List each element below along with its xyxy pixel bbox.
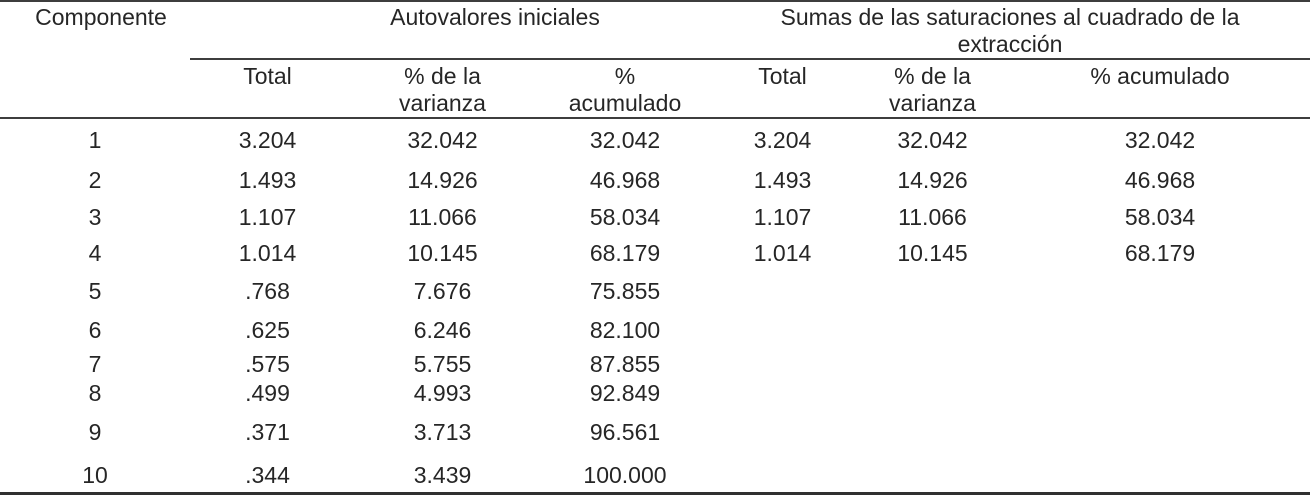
table-row: 2 1.493 14.926 46.968 1.493 14.926 46.96… [0, 162, 1310, 199]
component-cell: 5 [88, 278, 102, 304]
initial-pct-cumulative-cell: 87.855 [589, 350, 661, 377]
extraction-pct-variance-cell: 32.042 [897, 127, 968, 153]
extraction-pct-cumulative-cell [1010, 348, 1310, 380]
component-cell: 7 [88, 350, 102, 377]
subheader-total-initial: Total [190, 59, 345, 119]
initial-total-cell: .768 [245, 278, 290, 304]
extraction-total-cell: 1.014 [753, 239, 812, 266]
table-row: 3 1.107 11.066 58.034 1.107 11.066 58.03… [0, 199, 1310, 236]
initial-pct-variance-cell: 10.145 [407, 239, 478, 266]
subheader-pct-variance-initial: % de la varianza [345, 59, 540, 119]
initial-pct-variance-cell: 5.755 [413, 350, 472, 377]
initial-pct-cumulative-cell: 92.849 [589, 380, 661, 406]
initial-total-cell: 3.204 [238, 127, 297, 153]
subheader-row: Total % de la varianza % acumulado Total… [0, 59, 1310, 119]
extraction-pct-cumulative-cell: 58.034 [1124, 204, 1196, 230]
extraction-total-cell [710, 348, 855, 380]
extraction-total-cell [710, 407, 855, 458]
table-header: Componente Autovalores iniciales Sumas d… [0, 1, 1310, 119]
table-row: 6 .625 6.246 82.100 [0, 313, 1310, 348]
extraction-pct-variance-cell: 11.066 [898, 204, 967, 230]
extraction-pct-variance-cell [855, 458, 1010, 495]
table-row: 7 .575 5.755 87.855 [0, 348, 1310, 380]
initial-total-cell: .499 [245, 380, 290, 406]
extraction-pct-variance-cell: 10.145 [897, 239, 968, 266]
initial-pct-variance-cell: 32.042 [407, 127, 478, 153]
initial-total-cell: .371 [245, 419, 290, 445]
extraction-total-cell [710, 380, 855, 407]
initial-total-cell: .625 [245, 317, 290, 343]
extraction-pct-variance-cell [855, 380, 1010, 407]
extraction-pct-cumulative-cell: 46.968 [1124, 167, 1196, 193]
initial-pct-variance-cell: 7.676 [413, 278, 472, 304]
initial-pct-variance-cell: 4.993 [413, 380, 472, 406]
extraction-pct-cumulative-cell: 32.042 [1124, 127, 1196, 153]
initial-pct-cumulative-cell: 82.100 [589, 317, 661, 343]
initial-total-cell: .575 [245, 350, 290, 377]
extraction-sums-group-header: Sumas de las saturaciones al cuadrado de… [710, 1, 1310, 60]
table-row: 10 .344 3.439 100.000 [0, 458, 1310, 495]
subheader-total-extraction: Total [710, 59, 855, 119]
initial-pct-cumulative-cell: 58.034 [589, 204, 661, 230]
extraction-pct-variance-cell: 14.926 [897, 167, 968, 193]
extraction-total-cell [710, 458, 855, 495]
component-cell: 2 [88, 167, 102, 193]
extraction-pct-variance-cell [855, 313, 1010, 348]
extraction-pct-cumulative-cell: 68.179 [1124, 239, 1196, 266]
extraction-pct-cumulative-cell [1010, 380, 1310, 407]
extraction-pct-cumulative-cell [1010, 270, 1310, 313]
extraction-pct-variance-cell [855, 348, 1010, 380]
component-cell: 1 [88, 127, 102, 153]
extraction-total-cell: 3.204 [753, 127, 812, 153]
initial-pct-cumulative-cell: 46.968 [589, 167, 661, 193]
initial-total-cell: 1.014 [238, 239, 297, 266]
extraction-total-cell [710, 270, 855, 313]
group-header-row: Componente Autovalores iniciales Sumas d… [0, 1, 1310, 119]
component-cell: 4 [88, 239, 102, 266]
subheader-pct-cumulative-initial: % acumulado [540, 59, 710, 119]
component-cell: 9 [88, 419, 102, 445]
subheader-pct-variance-extraction: % de la varianza [855, 59, 1010, 119]
table-body: 1 3.204 32.042 32.042 3.204 32.042 32.04… [0, 118, 1310, 495]
subheader-pct-cumulative-extraction: % acumulado [1010, 59, 1310, 119]
extraction-total-cell: 1.493 [753, 167, 812, 193]
table-row: 8 .499 4.993 92.849 [0, 380, 1310, 407]
component-cell: 6 [88, 317, 102, 343]
extraction-pct-variance-cell [855, 270, 1010, 313]
table-row: 1 3.204 32.042 32.042 3.204 32.042 32.04… [0, 118, 1310, 162]
initial-pct-cumulative-cell: 75.855 [589, 278, 661, 304]
table-row: 4 1.014 10.145 68.179 1.014 10.145 68.17… [0, 236, 1310, 270]
component-cell: 3 [88, 204, 102, 230]
initial-pct-variance-cell: 3.439 [345, 458, 540, 495]
component-cell: 8 [88, 380, 102, 406]
initial-pct-variance-cell: 11.066 [408, 204, 477, 230]
initial-pct-variance-cell: 14.926 [407, 167, 478, 193]
component-cell: 10 [0, 458, 190, 495]
table-row: 5 .768 7.676 75.855 [0, 270, 1310, 313]
extraction-total-cell [710, 313, 855, 348]
initial-eigenvalues-group-header: Autovalores iniciales [190, 1, 710, 60]
initial-pct-variance-cell: 6.246 [413, 317, 472, 343]
extraction-pct-cumulative-cell [1010, 458, 1310, 495]
extraction-pct-cumulative-cell [1010, 313, 1310, 348]
initial-pct-cumulative-cell: 96.561 [589, 419, 661, 445]
initial-pct-variance-cell: 3.713 [413, 419, 472, 445]
initial-pct-cumulative-cell: 100.000 [540, 458, 710, 495]
initial-total-cell: 1.493 [238, 167, 297, 193]
initial-total-cell: 1.107 [238, 204, 297, 230]
component-column-header: Componente [0, 1, 190, 119]
extraction-pct-variance-cell [855, 407, 1010, 458]
initial-pct-cumulative-cell: 32.042 [589, 127, 661, 153]
initial-total-cell: .344 [190, 458, 345, 495]
extraction-total-cell: 1.107 [753, 204, 812, 230]
table-row: 9 .371 3.713 96.561 [0, 407, 1310, 458]
extraction-pct-cumulative-cell [1010, 407, 1310, 458]
initial-pct-cumulative-cell: 68.179 [589, 239, 661, 266]
